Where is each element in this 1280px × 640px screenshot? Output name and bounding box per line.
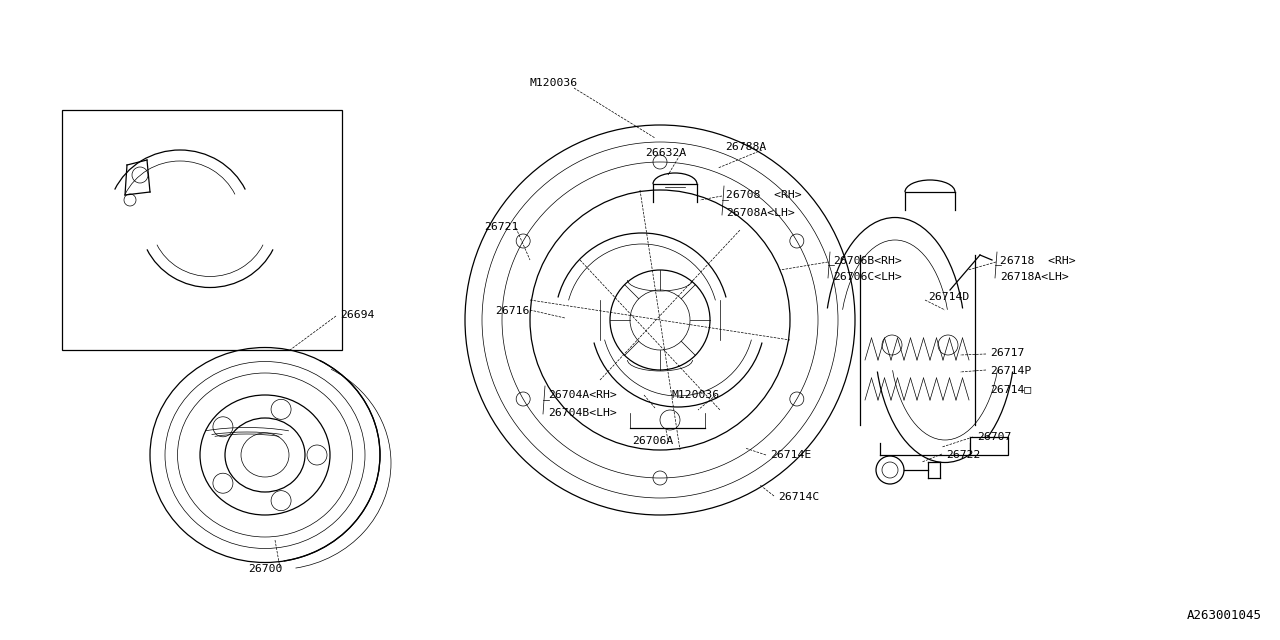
- Text: M120036: M120036: [672, 390, 721, 400]
- Text: 26704B<LH>: 26704B<LH>: [548, 408, 617, 418]
- Text: 26788A: 26788A: [724, 142, 767, 152]
- Text: 26718  <RH>: 26718 <RH>: [1000, 256, 1075, 266]
- Text: 26706C<LH>: 26706C<LH>: [833, 272, 901, 282]
- Text: 26714C: 26714C: [778, 492, 819, 502]
- Text: 26714□: 26714□: [989, 384, 1032, 394]
- Text: 26694: 26694: [340, 310, 374, 320]
- Text: 26718A<LH>: 26718A<LH>: [1000, 272, 1069, 282]
- Text: 26632A: 26632A: [645, 148, 686, 158]
- Bar: [61, 110, 342, 350]
- Text: 26717: 26717: [989, 348, 1024, 358]
- Text: 26708A<LH>: 26708A<LH>: [726, 208, 795, 218]
- Text: 26721: 26721: [484, 222, 518, 232]
- Text: 26708  <RH>: 26708 <RH>: [726, 190, 801, 200]
- Bar: [970, 437, 1009, 455]
- Text: 26707: 26707: [977, 432, 1011, 442]
- Text: 26706B<RH>: 26706B<RH>: [833, 256, 901, 266]
- Text: 26706A: 26706A: [632, 436, 673, 446]
- Text: 26714D: 26714D: [928, 292, 969, 302]
- Text: 26716: 26716: [495, 306, 530, 316]
- Text: 26722: 26722: [946, 450, 980, 460]
- Text: 26714P: 26714P: [989, 366, 1032, 376]
- Text: 26700: 26700: [248, 564, 283, 574]
- Text: 26704A<RH>: 26704A<RH>: [548, 390, 617, 400]
- Text: 26714E: 26714E: [771, 450, 812, 460]
- Text: A263001045: A263001045: [1187, 609, 1262, 622]
- Text: M120036: M120036: [530, 78, 579, 88]
